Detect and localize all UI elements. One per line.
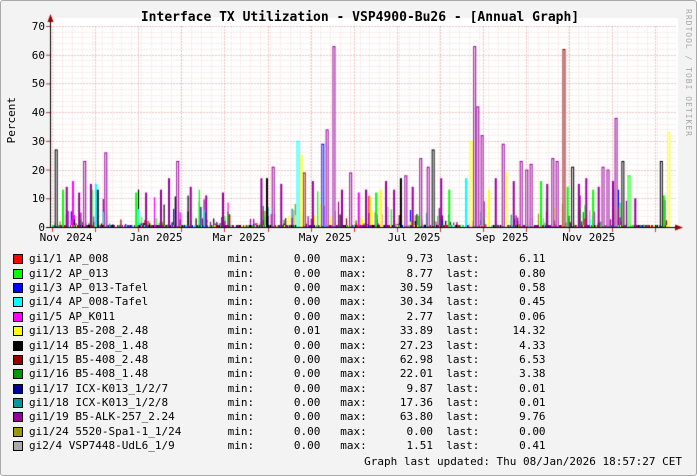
legend-color-swatch bbox=[13, 326, 23, 337]
x-axis-label: Jan 2025 bbox=[129, 231, 183, 244]
legend-color-swatch bbox=[13, 297, 23, 308]
y-axis-tick-label: 20 bbox=[31, 163, 45, 177]
legend-color-swatch bbox=[13, 340, 23, 351]
legend-row-text: gi1/24 5520-Spa1-1_1/24 min: 0.00 max: 0… bbox=[29, 424, 546, 438]
legend-row-text: gi1/18 ICX-K013_1/2/8 min: 0.00 max: 17.… bbox=[29, 396, 546, 410]
legend-row-text: gi1/1 AP_008 min: 0.00 max: 9.73 last: 6… bbox=[29, 252, 546, 266]
legend-color-swatch bbox=[13, 311, 23, 322]
x-axis-label: Nov 2025 bbox=[562, 231, 616, 244]
legend-row: gi1/14 B5-208_1.48 min: 0.00 max: 27.23 … bbox=[13, 338, 546, 352]
legend-row: gi1/13 B5-208_2.48 min: 0.01 max: 33.89 … bbox=[13, 324, 546, 338]
legend-row-text: gi1/4 AP_008-Tafel min: 0.00 max: 30.34 … bbox=[29, 295, 546, 309]
rrdtool-watermark: RRDTOOL / TOBI OETIKER bbox=[684, 9, 693, 137]
legend-color-swatch bbox=[13, 398, 23, 409]
y-axis-tick-label: 10 bbox=[31, 192, 45, 206]
legend-row-text: gi1/15 B5-408_2.48 min: 0.00 max: 62.98 … bbox=[29, 352, 546, 366]
legend-color-swatch bbox=[13, 268, 23, 279]
legend-color-swatch bbox=[13, 441, 23, 452]
legend-row: gi1/16 B5-408_1.48 min: 0.00 max: 22.01 … bbox=[13, 367, 546, 381]
legend-color-swatch bbox=[13, 426, 23, 437]
legend-row: gi2/4 VSP7448-UdL6_1/9 min: 0.00 max: 1.… bbox=[13, 439, 546, 453]
legend-row: gi1/17 ICX-K013_1/2/7 min: 0.00 max: 9.8… bbox=[13, 382, 546, 396]
legend-row: gi1/1 AP_008 min: 0.00 max: 9.73 last: 6… bbox=[13, 252, 546, 266]
x-axis-label: Mar 2025 bbox=[212, 231, 266, 244]
legend-color-swatch bbox=[13, 354, 23, 365]
y-axis-tick-label: 60 bbox=[31, 48, 45, 62]
legend-row: gi1/3 AP_013-Tafel min: 0.00 max: 30.59 … bbox=[13, 281, 546, 295]
legend-color-swatch bbox=[13, 254, 23, 265]
legend-row-text: gi1/16 B5-408_1.48 min: 0.00 max: 22.01 … bbox=[29, 367, 546, 381]
y-axis-tick-label: 0 bbox=[38, 221, 45, 234]
legend-row-text: gi1/14 B5-208_1.48 min: 0.00 max: 27.23 … bbox=[29, 338, 546, 352]
x-axis-label: Sep 2025 bbox=[475, 231, 529, 244]
interface-legend-table: gi1/1 AP_008 min: 0.00 max: 9.73 last: 6… bbox=[13, 252, 546, 453]
legend-row-text: gi1/2 AP_013 min: 0.00 max: 8.77 last: 0… bbox=[29, 266, 546, 280]
legend-color-swatch bbox=[13, 383, 23, 394]
y-axis-tick-label: 30 bbox=[31, 134, 45, 148]
legend-color-swatch bbox=[13, 369, 23, 380]
legend-color-swatch bbox=[13, 282, 23, 293]
legend-row-text: gi1/17 ICX-K013_1/2/7 min: 0.00 max: 9.8… bbox=[29, 381, 546, 395]
x-axis-label: Nov 2024 bbox=[39, 231, 93, 244]
legend-row-text: gi1/5 AP_K011 min: 0.00 max: 2.77 last: … bbox=[29, 309, 546, 323]
legend-row: gi1/2 AP_013 min: 0.00 max: 8.77 last: 0… bbox=[13, 266, 546, 280]
x-axis-label: May 2025 bbox=[298, 231, 352, 244]
legend-row: gi1/15 B5-408_2.48 min: 0.00 max: 62.98 … bbox=[13, 353, 546, 367]
y-axis-tick-label: 50 bbox=[31, 77, 45, 91]
legend-row: gi1/5 AP_K011 min: 0.00 max: 2.77 last: … bbox=[13, 310, 546, 324]
legend-row: gi1/18 ICX-K013_1/2/8 min: 0.00 max: 17.… bbox=[13, 396, 546, 410]
legend-row: gi1/4 AP_008-Tafel min: 0.00 max: 30.34 … bbox=[13, 295, 546, 309]
legend-color-swatch bbox=[13, 412, 23, 423]
legend-row: gi1/24 5520-Spa1-1_1/24 min: 0.00 max: 0… bbox=[13, 425, 546, 439]
legend-row-text: gi1/19 B5-ALK-257_2.24 min: 0.00 max: 63… bbox=[29, 410, 546, 424]
y-axis-tick-label: 70 bbox=[31, 20, 45, 33]
last-updated-text: Graph last updated: Thu 08/Jan/2026 18:5… bbox=[364, 455, 682, 468]
legend-row-text: gi2/4 VSP7448-UdL6_1/9 min: 0.00 max: 1.… bbox=[29, 439, 546, 453]
chart-title: Interface TX Utilization - VSP4900-Bu26 … bbox=[140, 10, 580, 25]
x-axis-label: Jul 2025 bbox=[387, 231, 441, 244]
legend-row: gi1/19 B5-ALK-257_2.24 min: 0.00 max: 63… bbox=[13, 410, 546, 424]
utilization-chart-plot bbox=[1, 1, 696, 251]
y-axis-tick-label: 40 bbox=[31, 106, 45, 120]
legend-row-text: gi1/3 AP_013-Tafel min: 0.00 max: 30.59 … bbox=[29, 280, 546, 294]
legend-row-text: gi1/13 B5-208_2.48 min: 0.01 max: 33.89 … bbox=[29, 324, 546, 338]
